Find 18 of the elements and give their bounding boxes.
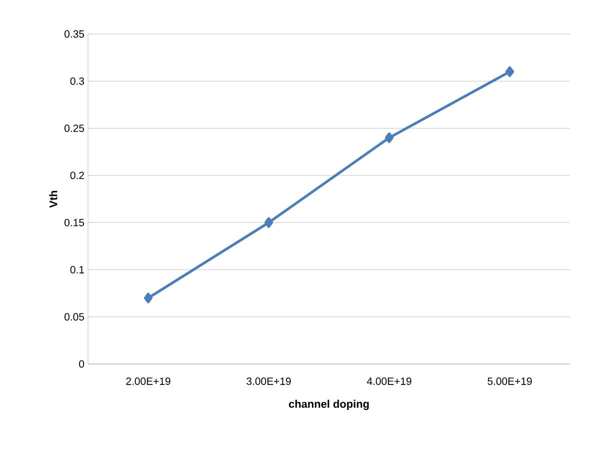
y-tick-label: 0: [79, 360, 84, 368]
x-tick-label: 3.00E+19: [246, 378, 291, 385]
point: [505, 66, 514, 78]
y-axis-title: Vth: [49, 190, 58, 208]
point: [144, 292, 153, 304]
y-tick-label: 0.35: [64, 30, 84, 38]
point: [264, 217, 274, 228]
y-tick-label: 0.05: [64, 313, 84, 321]
x-axis-title: channel doping: [288, 400, 369, 410]
y-tick-label: 0.2: [70, 172, 84, 180]
point: [384, 132, 394, 144]
y-tick-label: 0.1: [70, 266, 84, 274]
x-tick-label: 4.00E+19: [366, 378, 412, 385]
y-tick-label: 0.15: [64, 218, 84, 226]
x-tick-label: 2.00E+19: [126, 378, 170, 385]
x-tick-label: 5.00E+19: [488, 378, 532, 385]
y-tick-label: 0.3: [70, 77, 84, 85]
y-tick-label: 0.25: [64, 124, 84, 132]
